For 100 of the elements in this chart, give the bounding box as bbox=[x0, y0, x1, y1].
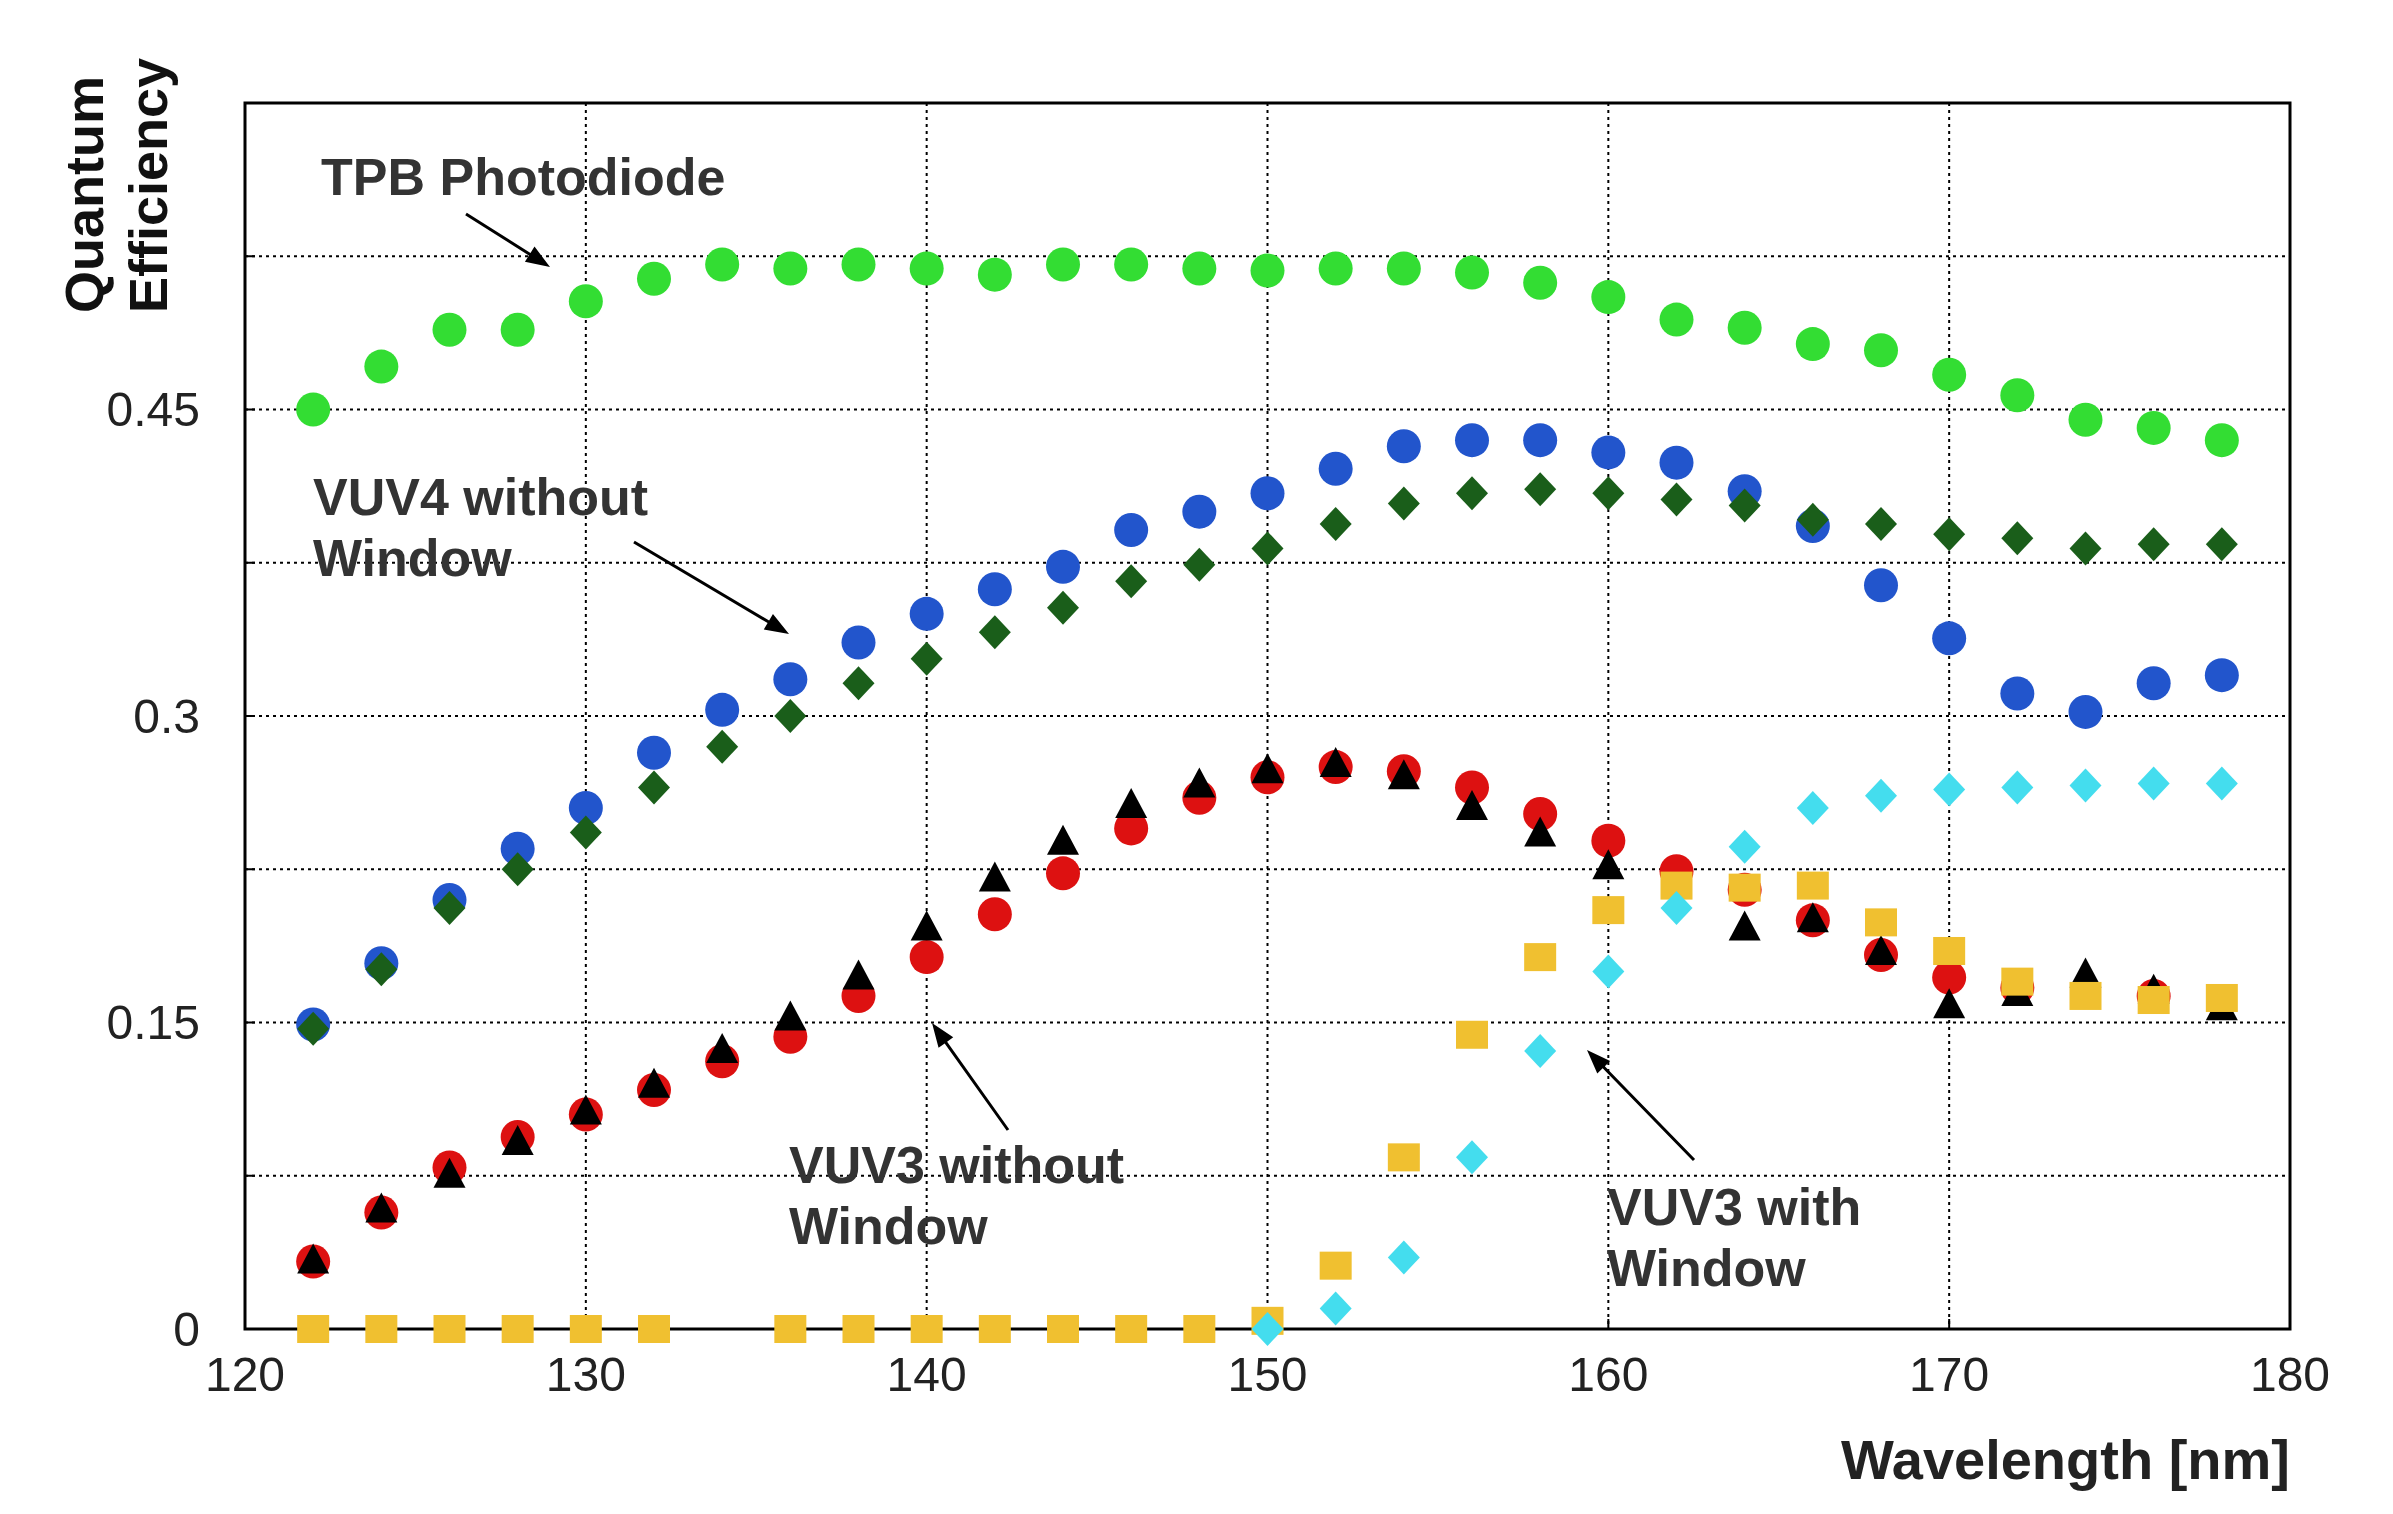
point bbox=[296, 392, 331, 427]
point bbox=[909, 251, 944, 286]
point bbox=[705, 247, 740, 282]
point bbox=[1319, 1291, 1352, 1326]
point bbox=[1796, 502, 1829, 537]
point bbox=[1046, 549, 1080, 584]
point bbox=[1933, 772, 1966, 807]
point bbox=[1592, 954, 1625, 989]
point bbox=[1659, 302, 1694, 337]
point bbox=[1319, 506, 1352, 541]
point bbox=[2204, 658, 2239, 693]
point bbox=[1660, 891, 1693, 926]
point bbox=[1387, 1240, 1420, 1275]
point bbox=[501, 852, 534, 887]
point bbox=[1182, 494, 1217, 529]
y-tick-label: 0.15 bbox=[106, 996, 200, 1050]
y-axis-title: Quantum Efficiency bbox=[54, 57, 178, 313]
point bbox=[1865, 908, 1897, 937]
x-tick-label: 140 bbox=[886, 1348, 967, 1401]
y-tick-label: 0.45 bbox=[106, 383, 200, 437]
point bbox=[569, 815, 602, 850]
point bbox=[1114, 513, 1149, 548]
point bbox=[568, 790, 603, 825]
point bbox=[2000, 378, 2035, 413]
point bbox=[910, 641, 943, 676]
point bbox=[773, 662, 808, 697]
point bbox=[500, 312, 535, 347]
point bbox=[1318, 251, 1353, 286]
point bbox=[1728, 488, 1761, 523]
point bbox=[569, 1315, 602, 1343]
point bbox=[2069, 981, 2102, 1010]
point bbox=[501, 1315, 534, 1343]
y-tick-label: 0.3 bbox=[133, 689, 200, 743]
point bbox=[2001, 521, 2034, 556]
point bbox=[1796, 790, 1829, 825]
point bbox=[1319, 1251, 1352, 1280]
annotation: VUV3 without Window bbox=[789, 1136, 1125, 1255]
point bbox=[1318, 451, 1353, 486]
point bbox=[774, 699, 807, 733]
point bbox=[1864, 568, 1898, 603]
point bbox=[297, 1315, 330, 1343]
point bbox=[1455, 255, 1489, 290]
point bbox=[978, 1315, 1011, 1343]
point bbox=[977, 257, 1012, 292]
point bbox=[1047, 1315, 1079, 1343]
point bbox=[978, 615, 1011, 650]
point bbox=[1046, 856, 1080, 891]
point bbox=[1592, 896, 1625, 925]
point bbox=[638, 1315, 670, 1343]
point bbox=[773, 251, 808, 286]
x-tick-label: 180 bbox=[2249, 1348, 2331, 1401]
point bbox=[1046, 247, 1080, 282]
point bbox=[1524, 1034, 1557, 1069]
point bbox=[2137, 766, 2170, 801]
point bbox=[1523, 423, 1558, 458]
point bbox=[1865, 778, 1897, 813]
point bbox=[1933, 936, 1966, 965]
x-tick-label: 130 bbox=[545, 1348, 626, 1401]
point bbox=[2205, 983, 2238, 1012]
point bbox=[1456, 476, 1488, 511]
point bbox=[1728, 829, 1761, 864]
point bbox=[2136, 410, 2171, 445]
point bbox=[1659, 445, 1694, 480]
point bbox=[432, 312, 467, 347]
point bbox=[365, 1315, 398, 1343]
point bbox=[1386, 251, 1421, 286]
point bbox=[910, 1315, 943, 1343]
point bbox=[2069, 768, 2102, 803]
point bbox=[1591, 280, 1626, 315]
point bbox=[637, 735, 671, 770]
point bbox=[2068, 694, 2103, 729]
point bbox=[1251, 1312, 1284, 1346]
point bbox=[909, 940, 944, 975]
point bbox=[1251, 531, 1284, 566]
point bbox=[909, 596, 944, 631]
point bbox=[568, 284, 603, 319]
point bbox=[1114, 247, 1149, 282]
point bbox=[774, 1315, 807, 1343]
point bbox=[637, 261, 671, 296]
point bbox=[2068, 402, 2103, 437]
point bbox=[1183, 547, 1216, 582]
point bbox=[1387, 1143, 1420, 1172]
point bbox=[2001, 770, 2034, 805]
point bbox=[1660, 871, 1693, 900]
point bbox=[1523, 265, 1558, 300]
point bbox=[1183, 1315, 1216, 1343]
point bbox=[2069, 531, 2102, 566]
point bbox=[2000, 676, 2035, 711]
annotation: TPB Photodiode bbox=[321, 148, 726, 206]
point bbox=[1796, 871, 1829, 900]
y-tick-label: 0 bbox=[173, 1302, 200, 1356]
point bbox=[977, 572, 1012, 607]
point bbox=[2205, 766, 2238, 801]
point bbox=[842, 1315, 875, 1343]
point bbox=[1864, 333, 1898, 368]
point bbox=[1932, 621, 1967, 656]
point bbox=[1250, 476, 1285, 511]
point bbox=[1182, 251, 1217, 286]
point bbox=[977, 897, 1012, 932]
point bbox=[638, 770, 670, 805]
